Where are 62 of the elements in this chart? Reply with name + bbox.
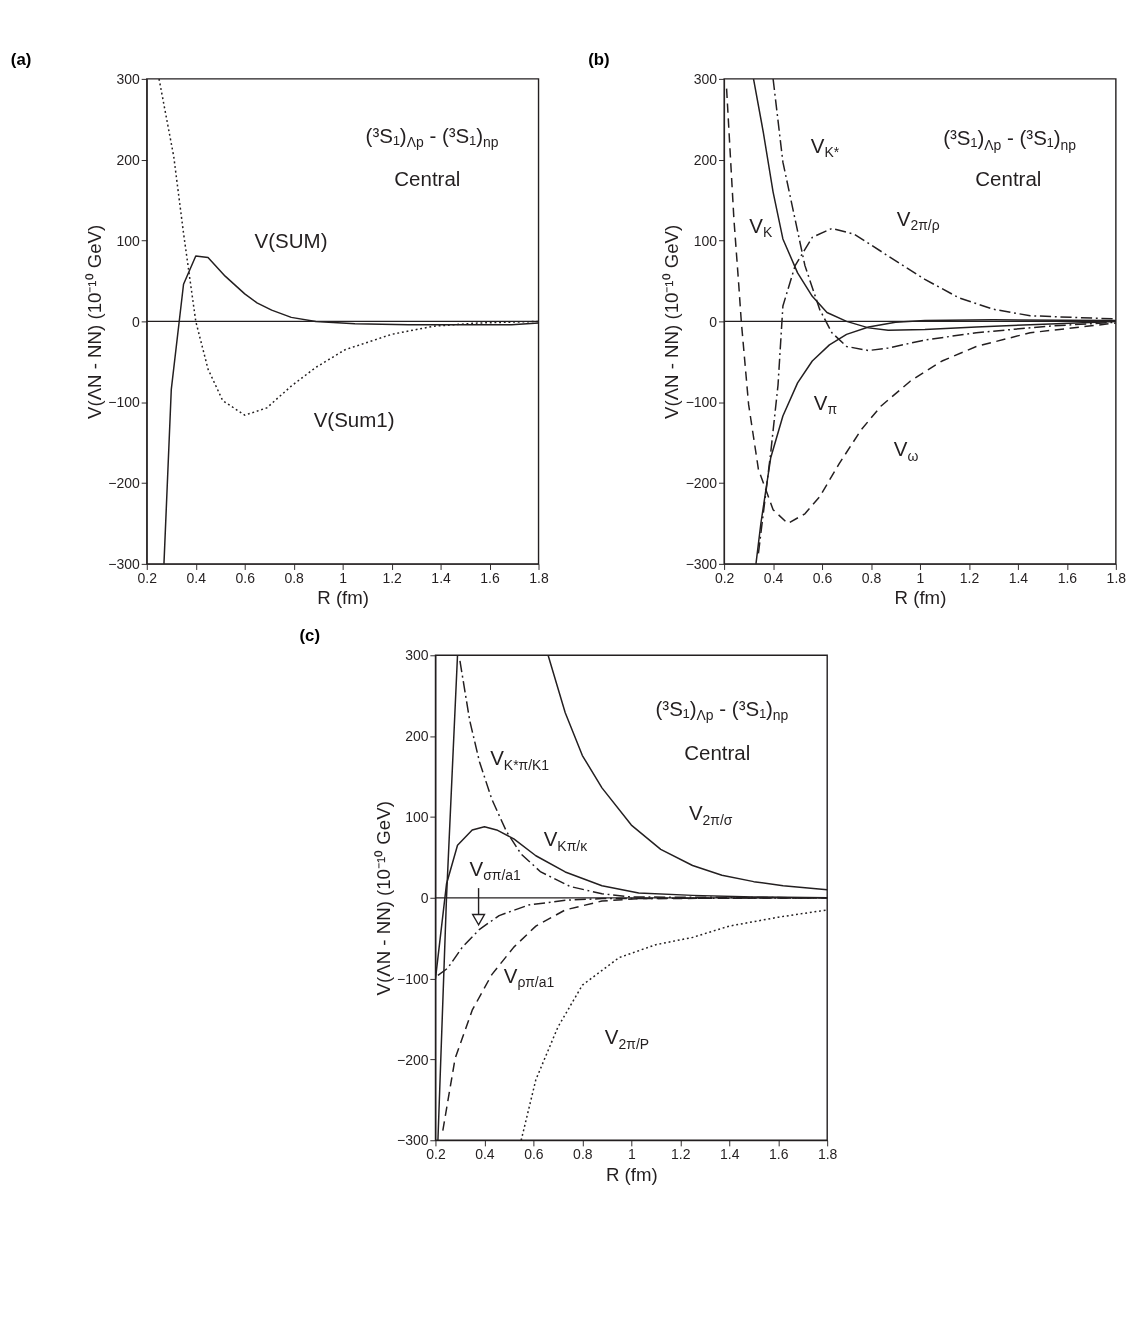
x-tick-label: 0.8 <box>284 570 305 587</box>
x-tick-label: 1.4 <box>720 1146 740 1163</box>
x-tick-label: 1.4 <box>1008 570 1029 587</box>
x-tick-label: 0.8 <box>861 570 882 587</box>
y-tick-label: −200 <box>685 475 718 492</box>
y-tick-label: 0 <box>420 889 429 906</box>
y-tick-label: −100 <box>108 394 141 411</box>
y-tick-label: −100 <box>685 394 718 411</box>
x-tick-label: 1.2 <box>959 570 980 587</box>
x-tick-label: 1.8 <box>817 1146 838 1163</box>
x-tick-label: 0.4 <box>186 570 207 587</box>
y-tick-label: −300 <box>108 556 141 573</box>
y-tick-label: 300 <box>116 71 141 88</box>
y-tick-label: 200 <box>693 151 718 168</box>
series-label: V(Sum1) <box>313 408 395 432</box>
series-label: V(SUM) <box>254 228 328 252</box>
y-tick-label: −300 <box>396 1132 429 1149</box>
x-tick-label: 1.2 <box>382 570 403 587</box>
y-tick-label: −300 <box>685 556 718 573</box>
x-tick-label: 0.2 <box>137 570 158 587</box>
annotation: Central <box>684 740 751 764</box>
x-tick-label: 1 <box>916 570 925 587</box>
y-tick-label: 100 <box>116 232 141 249</box>
chart-title: (c) <box>299 626 321 646</box>
y-tick-label: 0 <box>709 313 718 330</box>
y-tick-label: −200 <box>396 1051 429 1068</box>
x-tick-label: 0.4 <box>763 570 784 587</box>
x-axis-title: R (fm) <box>605 1163 658 1185</box>
y-tick-label: 300 <box>693 71 718 88</box>
x-tick-label: 1.6 <box>768 1146 789 1163</box>
y-axis-title: V(ΛN - NN) (10⁻¹⁰ GeV) <box>661 224 683 420</box>
x-axis-title: R (fm) <box>894 587 947 609</box>
chart-title: (a) <box>10 49 32 69</box>
x-tick-label: 0.2 <box>426 1146 446 1163</box>
y-tick-label: 100 <box>693 232 718 249</box>
x-tick-label: 1.8 <box>1106 570 1127 587</box>
x-axis-title: R (fm) <box>317 587 370 609</box>
x-tick-label: 0.6 <box>235 570 256 587</box>
y-tick-label: 200 <box>405 728 429 745</box>
x-tick-label: 1.2 <box>671 1146 691 1163</box>
y-tick-label: 0 <box>132 313 141 330</box>
x-tick-label: 1.4 <box>431 570 452 587</box>
x-tick-label: 0.2 <box>714 570 735 587</box>
y-axis-title: V(ΛN - NN) (10⁻¹⁰ GeV) <box>372 801 394 996</box>
x-tick-label: 0.4 <box>475 1146 495 1163</box>
chart-title: (b) <box>588 49 610 69</box>
y-tick-label: 100 <box>405 809 429 826</box>
x-tick-label: 0.8 <box>573 1146 593 1163</box>
y-axis-title: V(ΛN - NN) (10⁻¹⁰ GeV) <box>83 224 105 420</box>
x-tick-label: 1 <box>627 1146 636 1163</box>
y-tick-label: −200 <box>108 475 141 492</box>
x-tick-label: 1 <box>339 570 348 587</box>
y-tick-label: −100 <box>396 970 429 987</box>
x-tick-label: 1.8 <box>529 570 549 587</box>
annotation: Central <box>394 167 461 191</box>
x-tick-label: 1.6 <box>480 570 500 587</box>
x-tick-label: 0.6 <box>524 1146 544 1163</box>
y-tick-label: 200 <box>116 151 141 168</box>
y-tick-label: 300 <box>405 647 429 664</box>
x-tick-label: 0.6 <box>812 570 833 587</box>
annotation: Central <box>975 166 1042 190</box>
x-tick-label: 1.6 <box>1057 570 1078 587</box>
